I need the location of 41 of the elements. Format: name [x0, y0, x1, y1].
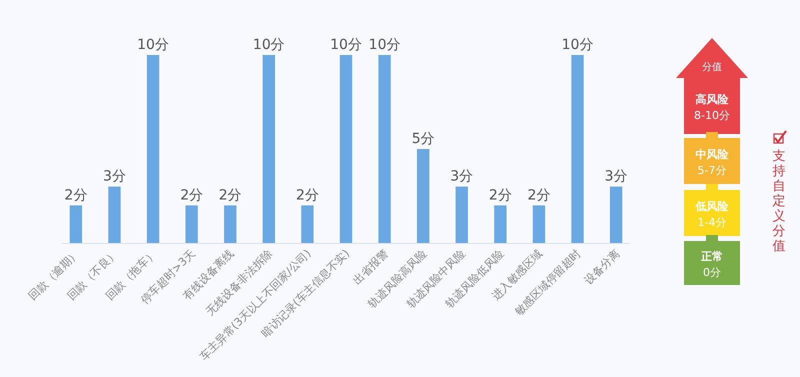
bar: [301, 205, 314, 243]
bar: [610, 186, 622, 243]
text: 5-7分: [698, 164, 726, 177]
bar: [532, 205, 546, 243]
bar: [417, 149, 430, 243]
bar: [70, 205, 82, 243]
data-label: 10分: [368, 37, 400, 53]
text: 低风险: [694, 200, 730, 213]
bar: [108, 186, 121, 243]
text: 分值: [702, 61, 722, 73]
bar: [571, 55, 584, 243]
data-label: 10分: [137, 37, 169, 53]
data-label: 3分: [450, 168, 474, 185]
data-label: 3分: [604, 168, 628, 185]
data-label: 2分: [527, 187, 550, 204]
data-label: 10分: [330, 37, 362, 53]
text: 支持自定义分值: [772, 149, 786, 254]
text: 中风险: [696, 148, 730, 161]
data-label: 2分: [488, 187, 512, 204]
bar: [378, 55, 391, 243]
data-label: 2分: [180, 187, 204, 204]
text: 8-10分: [694, 109, 730, 122]
data-label: 3分: [103, 168, 126, 185]
data-label: 2分: [64, 187, 88, 204]
data-label: 2分: [218, 187, 242, 204]
x-tick-label: 设备分离: [582, 246, 622, 288]
text: 正常: [700, 250, 723, 263]
bar: [456, 186, 468, 243]
bar: [146, 55, 160, 243]
text: 1-4分: [698, 216, 726, 229]
bar: [340, 55, 352, 243]
bar: [224, 205, 236, 243]
data-label: 2分: [296, 187, 319, 204]
data-label: 5分: [412, 131, 435, 147]
bar: [262, 55, 275, 243]
bar: [494, 205, 507, 243]
text: 0分: [703, 266, 721, 279]
data-label: 10分: [252, 37, 285, 53]
data-label: 10分: [562, 37, 594, 53]
bar: [185, 205, 198, 243]
text: 高风险: [696, 93, 730, 106]
